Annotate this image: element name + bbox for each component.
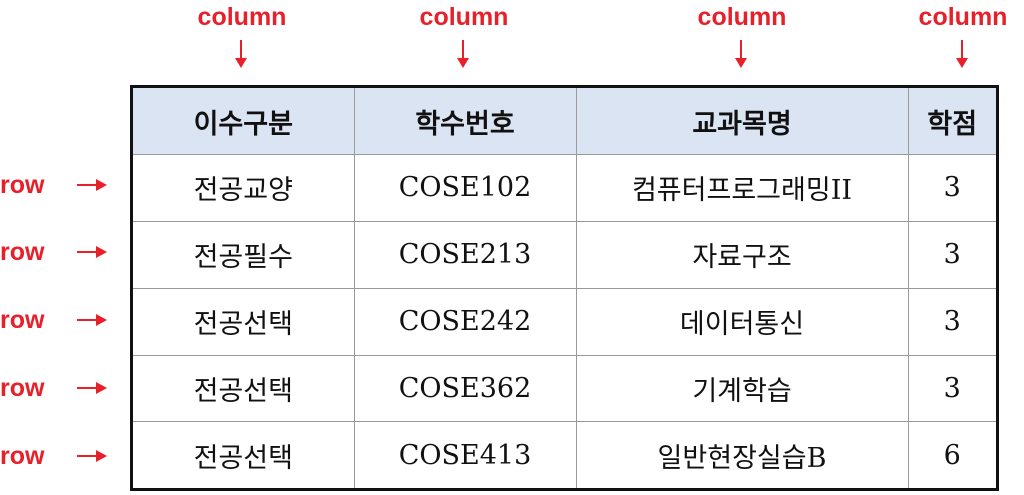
cell-course-name: 자료구조	[575, 220, 909, 289]
cell-credits: 3	[907, 354, 996, 423]
row-label: row	[0, 171, 45, 199]
cell-course-code: COSE413	[353, 421, 577, 488]
cell-credits: 3	[907, 154, 996, 222]
column-label: column	[419, 3, 509, 31]
header-credits: 학점	[907, 88, 996, 155]
right-arrow-icon	[77, 314, 107, 326]
cell-credits: 3	[907, 287, 996, 356]
header-course-code: 학수번호	[353, 88, 577, 155]
course-table: 이수구분 학수번호 교과목명 학점 전공교양 COSE102 컴퓨터프로그래밍I…	[130, 85, 999, 491]
cell-course-type: 전공선택	[133, 287, 355, 356]
column-label: column	[918, 3, 1008, 31]
cell-credits: 3	[907, 220, 996, 289]
cell-course-name: 일반현장실습B	[575, 421, 909, 488]
cell-course-type: 전공선택	[133, 354, 355, 423]
table-row: 전공교양 COSE102 컴퓨터프로그래밍II 3	[133, 154, 996, 222]
header-course-name: 교과목명	[575, 88, 909, 155]
cell-course-type: 전공필수	[133, 220, 355, 289]
right-arrow-icon	[77, 382, 107, 394]
row-label: row	[0, 238, 45, 266]
table-row: 전공선택 COSE362 기계학습 3	[133, 354, 996, 423]
down-arrow-icon	[956, 40, 968, 68]
table-row: 전공선택 COSE242 데이터통신 3	[133, 287, 996, 356]
cell-course-code: COSE102	[353, 154, 577, 222]
row-label: row	[0, 374, 45, 402]
row-label: row	[0, 306, 45, 334]
down-arrow-icon	[457, 40, 469, 68]
row-label: row	[0, 442, 45, 470]
right-arrow-icon	[77, 179, 107, 191]
down-arrow-icon	[235, 40, 247, 68]
course-table-grid: 이수구분 학수번호 교과목명 학점 전공교양 COSE102 컴퓨터프로그래밍I…	[133, 88, 996, 488]
right-arrow-icon	[77, 450, 107, 462]
table-row: 전공필수 COSE213 자료구조 3	[133, 220, 996, 289]
cell-course-code: COSE213	[353, 220, 577, 289]
right-arrow-icon	[77, 246, 107, 258]
cell-course-name: 데이터통신	[575, 287, 909, 356]
cell-credits: 6	[907, 421, 996, 488]
header-course-type: 이수구분	[133, 88, 355, 155]
cell-course-name: 기계학습	[575, 354, 909, 423]
cell-course-type: 전공선택	[133, 421, 355, 488]
column-label: column	[197, 3, 287, 31]
table-header-row: 이수구분 학수번호 교과목명 학점	[133, 88, 996, 155]
cell-course-type: 전공교양	[133, 154, 355, 222]
cell-course-code: COSE242	[353, 287, 577, 356]
down-arrow-icon	[735, 40, 747, 68]
cell-course-name: 컴퓨터프로그래밍II	[575, 154, 909, 222]
table-row: 전공선택 COSE413 일반현장실습B 6	[133, 421, 996, 488]
cell-course-code: COSE362	[353, 354, 577, 423]
column-label: column	[697, 3, 787, 31]
